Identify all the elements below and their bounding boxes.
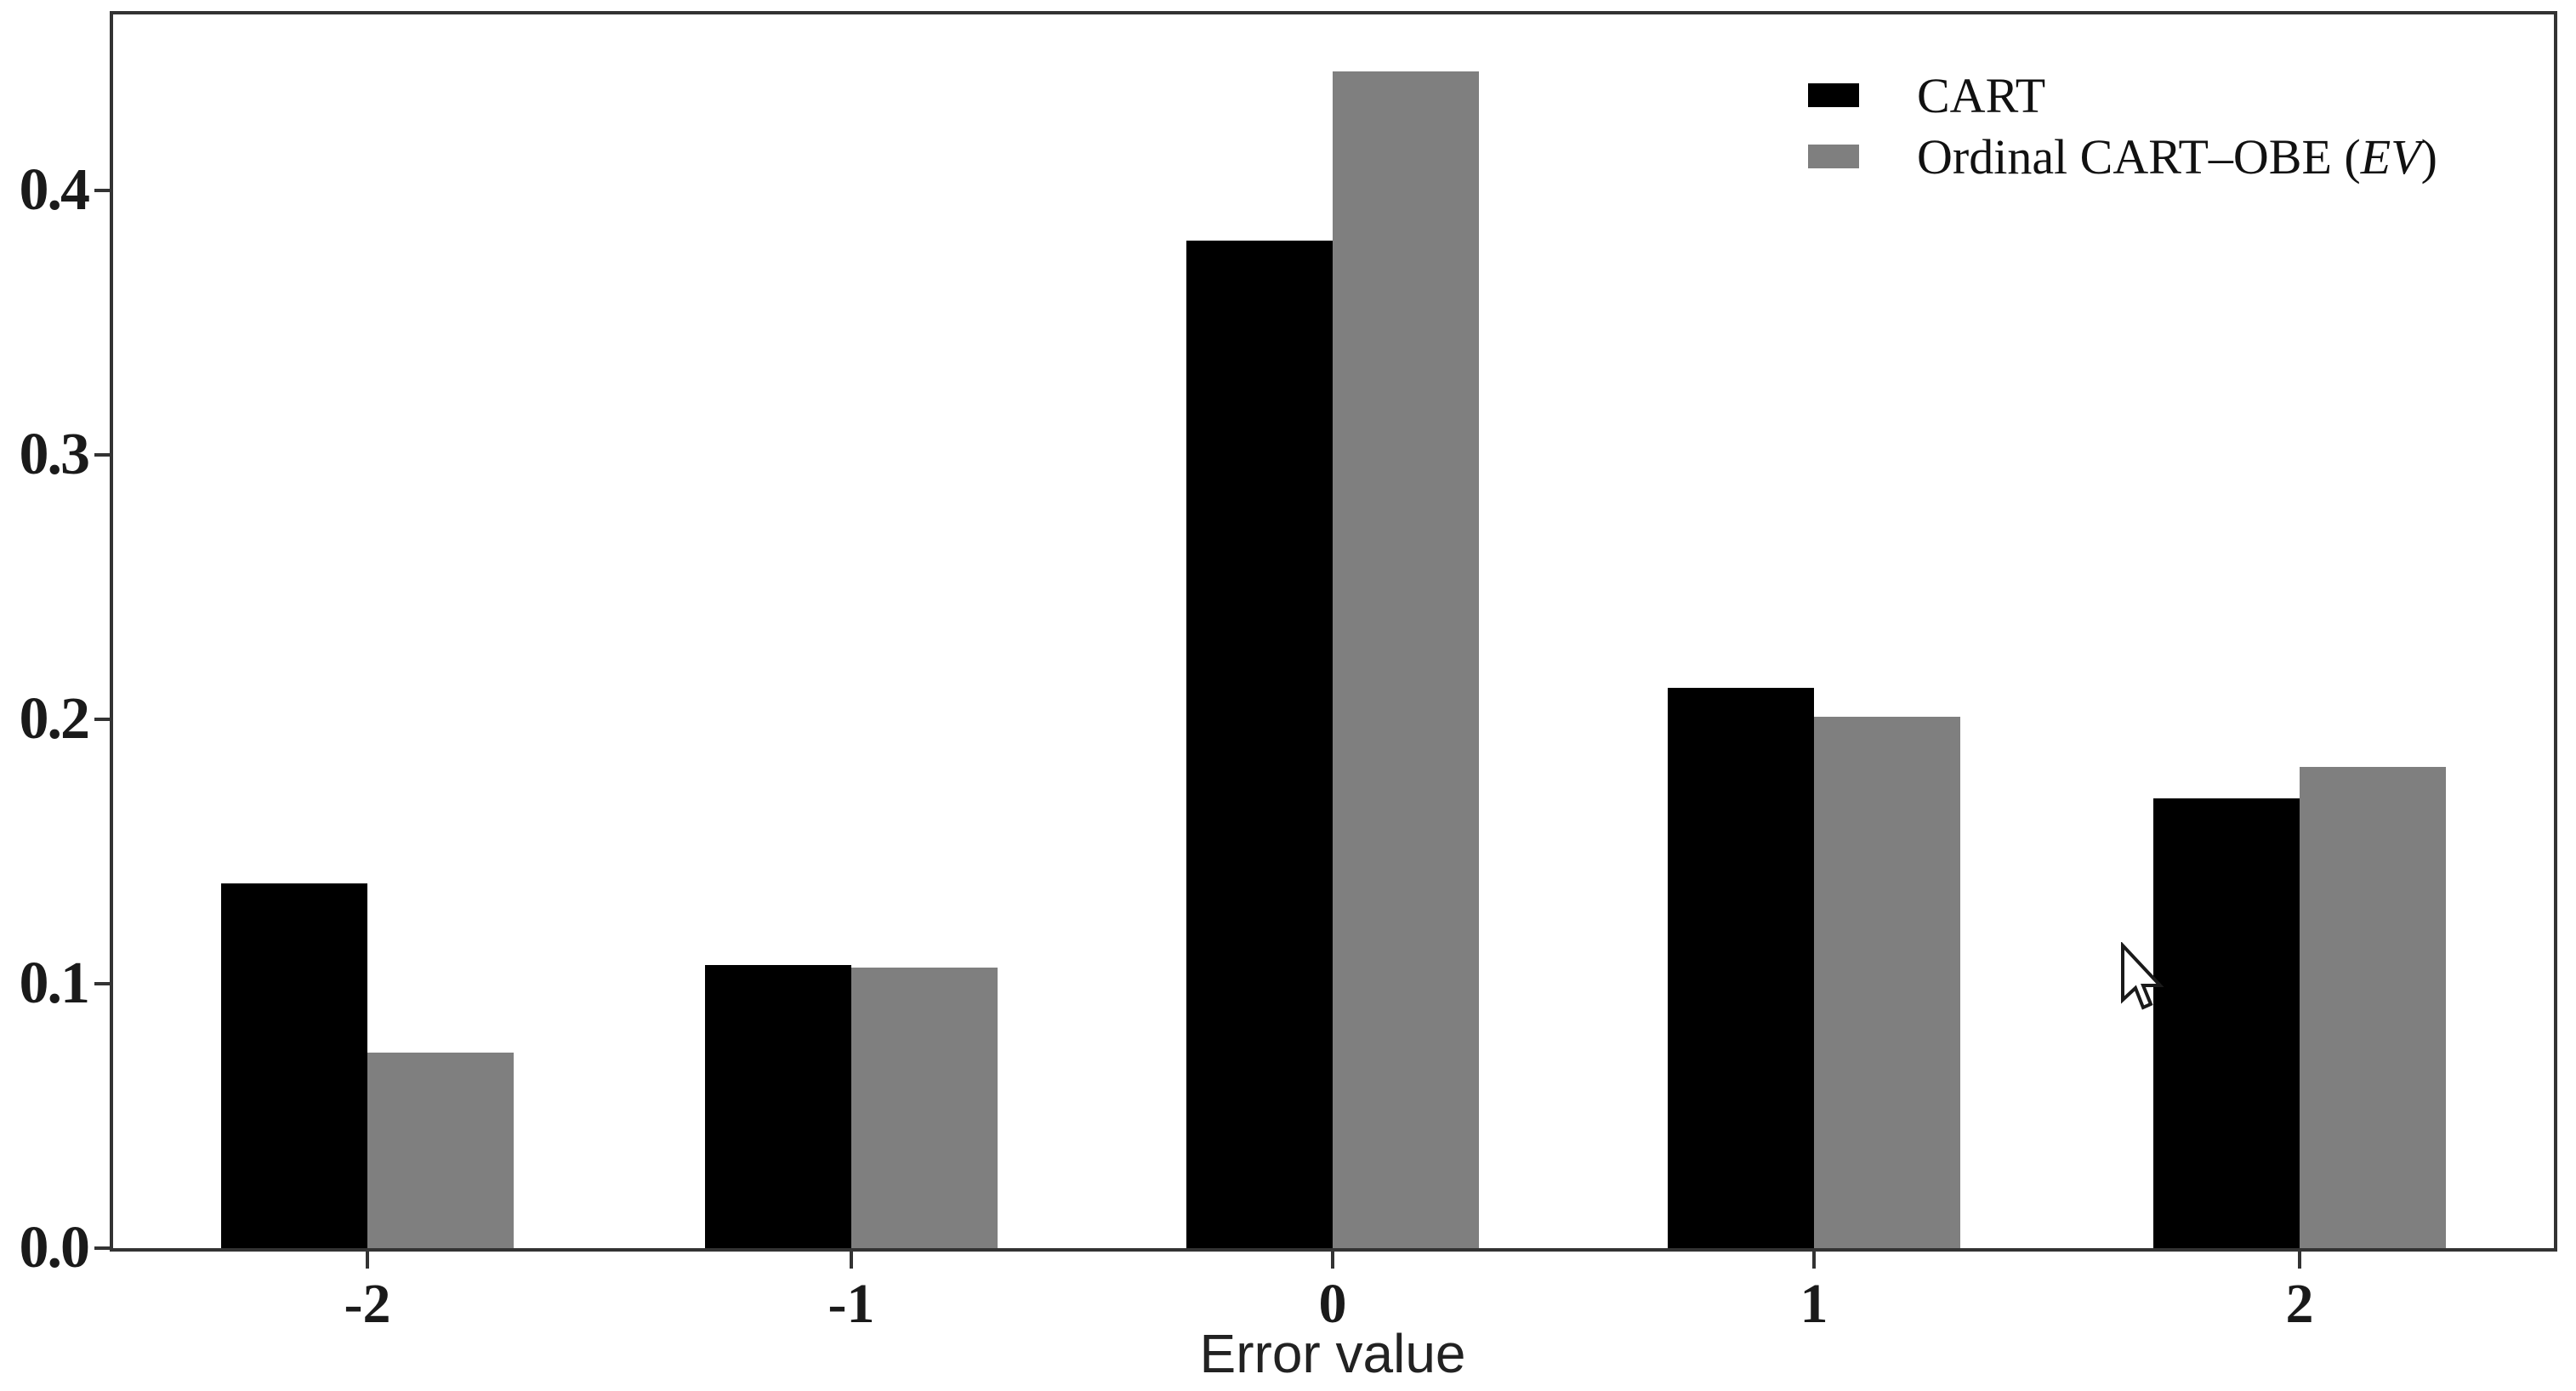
x-tick-label: 0 <box>1318 1273 1347 1335</box>
legend-item-cart: CART <box>1808 65 2437 126</box>
y-tick-label: 0.4 <box>19 157 91 223</box>
x-axis-title: Error value <box>1199 1323 1466 1384</box>
y-tick-mark <box>94 453 113 457</box>
bar-cart-x0 <box>1186 241 1333 1248</box>
legend-label-cart: CART <box>1917 67 2046 123</box>
x-tick-mark <box>366 1252 369 1269</box>
bar-ordinal-cart-obe-x-1 <box>851 968 998 1248</box>
bar-ordinal-cart-obe-x1 <box>1814 717 1960 1248</box>
x-tick-label: 2 <box>2285 1273 2314 1335</box>
legend-label-ordinal-cart-obe: Ordinal CART–OBE (EV) <box>1917 128 2437 185</box>
bar-ordinal-cart-obe-x0 <box>1333 71 1479 1248</box>
legend-item-ordinal-cart-obe: Ordinal CART–OBE (EV) <box>1808 126 2437 187</box>
y-tick-label: 0.2 <box>19 686 91 752</box>
y-tick-mark <box>94 718 113 721</box>
legend: CART Ordinal CART–OBE (EV) <box>1808 65 2437 187</box>
bar-cart-x1 <box>1668 688 1814 1248</box>
x-tick-mark <box>850 1252 853 1269</box>
y-tick-mark <box>94 1246 113 1250</box>
x-tick-mark <box>1812 1252 1816 1269</box>
y-tick-label: 0.3 <box>19 422 91 487</box>
y-tick-label: 0.1 <box>19 951 91 1016</box>
y-tick-mark <box>94 982 113 985</box>
y-tick-mark <box>94 189 113 192</box>
y-tick-label: 0.0 <box>19 1215 91 1280</box>
x-tick-mark <box>1331 1252 1334 1269</box>
bar-ordinal-cart-obe-x-2 <box>367 1053 514 1248</box>
x-tick-label: 1 <box>1800 1273 1828 1335</box>
ordinal-cart-obe-swatch-icon <box>1808 145 1859 168</box>
mouse-cursor-icon <box>2121 942 2164 1010</box>
cart-swatch-icon <box>1808 83 1859 107</box>
bar-ordinal-cart-obe-x2 <box>2300 767 2446 1248</box>
x-tick-label: -1 <box>827 1273 875 1335</box>
bar-cart-x-2 <box>221 883 367 1248</box>
x-tick-label: -2 <box>344 1273 391 1335</box>
bar-cart-x2 <box>2153 798 2300 1248</box>
bar-cart-x-1 <box>705 965 851 1248</box>
x-tick-mark <box>2298 1252 2301 1269</box>
